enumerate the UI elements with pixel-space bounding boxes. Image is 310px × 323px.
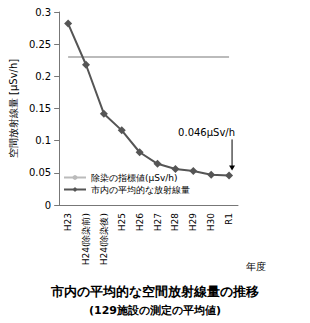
svg-text:市内の平均的な放射線量: 市内の平均的な放射線量 bbox=[91, 185, 190, 195]
svg-text:0.2: 0.2 bbox=[35, 71, 51, 82]
svg-text:年度: 年度 bbox=[246, 261, 266, 272]
svg-text:H25: H25 bbox=[117, 213, 127, 231]
svg-text:空間放射線量 [μSv/h]: 空間放射線量 [μSv/h] bbox=[8, 59, 19, 158]
svg-text:H23: H23 bbox=[63, 213, 73, 231]
svg-text:0.15: 0.15 bbox=[29, 103, 51, 114]
svg-text:H24(除染後): H24(除染後) bbox=[99, 213, 109, 265]
svg-text:市内の平均的な空間放射線量の推移: 市内の平均的な空間放射線量の推移 bbox=[50, 284, 259, 299]
svg-text:H30: H30 bbox=[206, 213, 216, 231]
svg-text:H28: H28 bbox=[170, 213, 180, 231]
svg-text:0.046μSv/h: 0.046μSv/h bbox=[178, 127, 235, 138]
svg-text:除染の指標値(μSv/h): 除染の指標値(μSv/h) bbox=[91, 173, 178, 183]
svg-text:0.1: 0.1 bbox=[35, 135, 51, 146]
svg-text:0.05: 0.05 bbox=[29, 167, 51, 178]
svg-text:H24(除染前): H24(除染前) bbox=[81, 213, 91, 265]
svg-text:R1: R1 bbox=[224, 213, 234, 225]
svg-text:H29: H29 bbox=[188, 213, 198, 231]
svg-text:H27: H27 bbox=[153, 213, 163, 231]
svg-text:(129施設の測定の平均値): (129施設の測定の平均値) bbox=[89, 304, 221, 317]
svg-text:0: 0 bbox=[45, 200, 51, 211]
svg-text:0.3: 0.3 bbox=[35, 7, 51, 18]
svg-text:H26: H26 bbox=[135, 213, 145, 231]
svg-text:0.25: 0.25 bbox=[29, 39, 51, 50]
